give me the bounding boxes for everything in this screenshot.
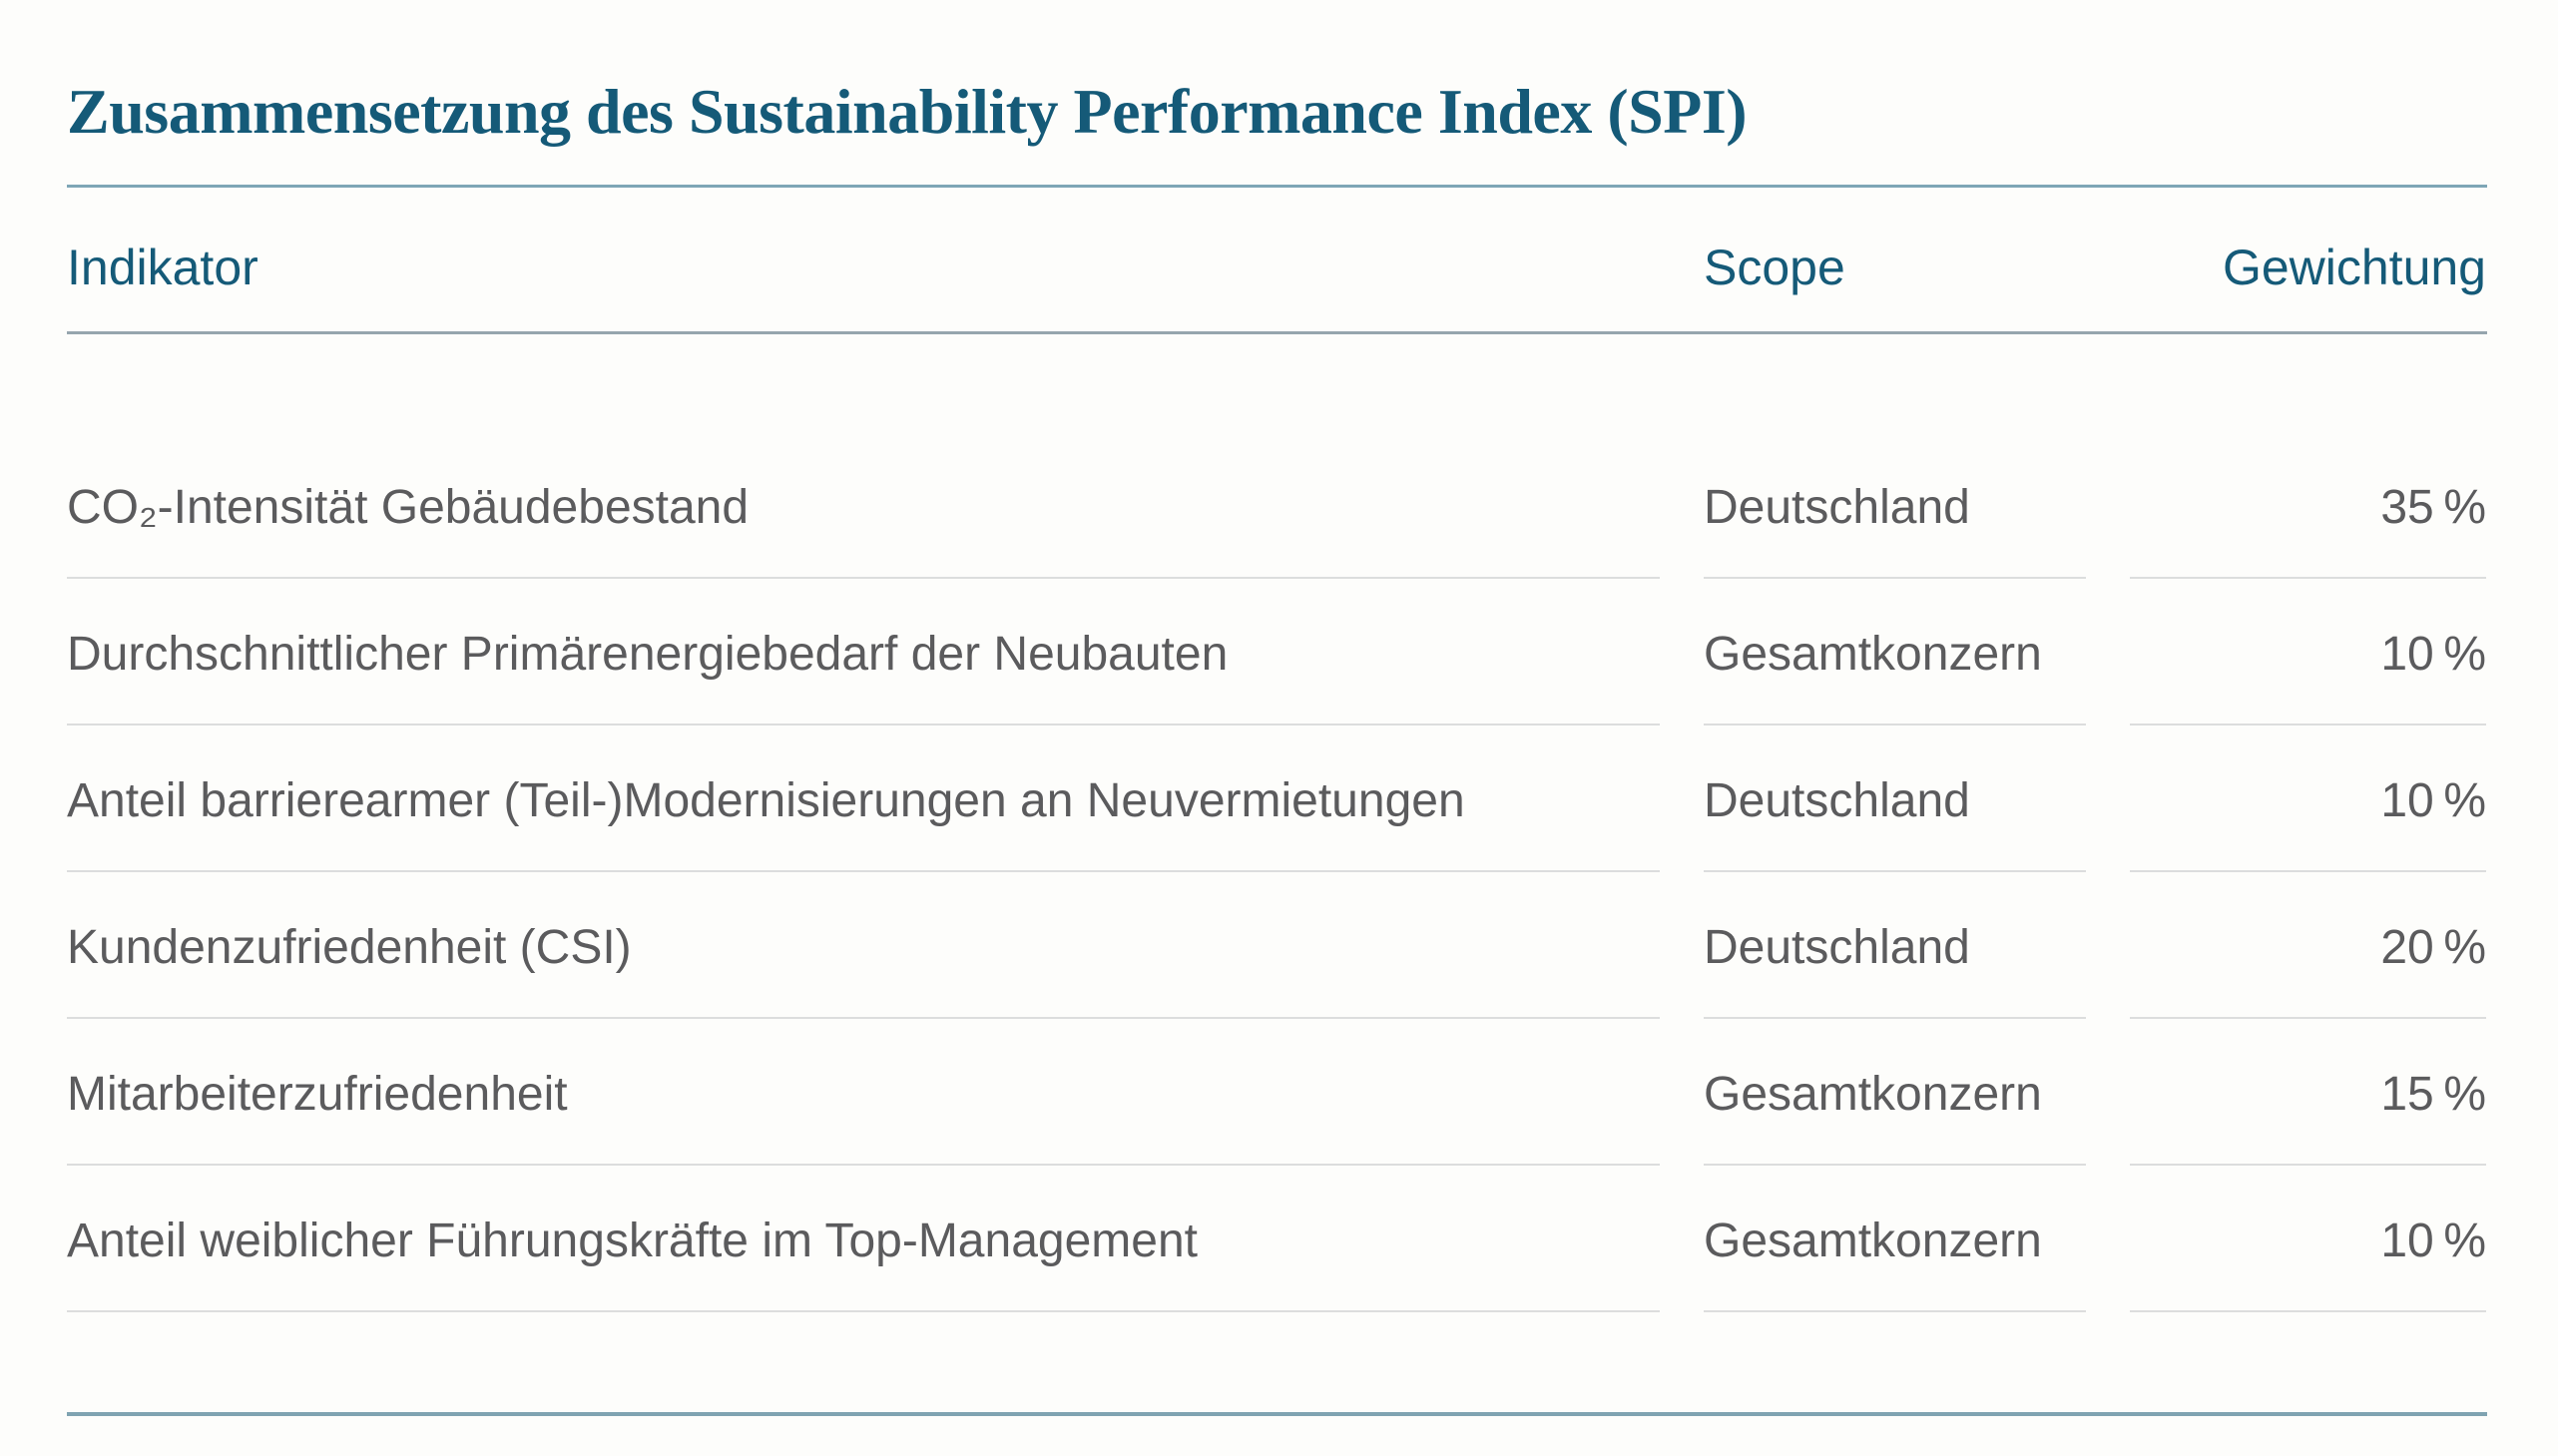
scope-cell: Gesamtkonzern <box>1704 1166 2086 1312</box>
table-row: Kundenzufriedenheit (CSI) Deutschland 20 % <box>67 872 2487 1019</box>
page-title: Zusammensetzung des Sustainability Perfo… <box>67 76 1748 147</box>
column-header-scope: Scope <box>1704 240 1845 295</box>
table-bottom-divider <box>67 1412 2487 1416</box>
gewichtung-cell: 15 % <box>2130 1019 2486 1166</box>
gewichtung-cell: 10 % <box>2130 579 2486 726</box>
gewichtung-cell: 20 % <box>2130 872 2486 1019</box>
scope-cell: Gesamtkonzern <box>1704 579 2086 726</box>
indikator-cell: Anteil weiblicher Führungskräfte im Top-… <box>67 1166 1660 1312</box>
gewichtung-cell: 10 % <box>2130 1166 2486 1312</box>
title-divider <box>67 185 2487 188</box>
column-header-gewichtung: Gewichtung <box>2222 240 2486 295</box>
spi-table: Indikator Scope Gewichtung CO₂-Intensitä… <box>67 240 2487 1312</box>
indikator-cell: Kundenzufriedenheit (CSI) <box>67 872 1660 1019</box>
table-header-row: Indikator Scope Gewichtung <box>67 240 2487 295</box>
table-row: CO₂-Intensität Gebäudebestand Deutschland… <box>67 334 2487 579</box>
scope-cell: Deutschland <box>1704 872 2086 1019</box>
gewichtung-cell: 35 % <box>2130 334 2486 579</box>
indikator-cell: CO₂-Intensität Gebäudebestand <box>67 334 1660 579</box>
header-divider <box>67 331 2487 334</box>
scope-cell: Deutschland <box>1704 334 2086 579</box>
scope-cell: Deutschland <box>1704 726 2086 872</box>
scope-cell: Gesamtkonzern <box>1704 1019 2086 1166</box>
table-row: Anteil barrierearmer (Teil-)Modernisieru… <box>67 726 2487 872</box>
indikator-cell: Mitarbeiterzufriedenheit <box>67 1019 1660 1166</box>
indikator-cell: Anteil barrierearmer (Teil-)Modernisieru… <box>67 726 1660 872</box>
table-row: Anteil weiblicher Führungskräfte im Top-… <box>67 1166 2487 1312</box>
column-header-indikator: Indikator <box>67 240 258 295</box>
table-body: CO₂-Intensität Gebäudebestand Deutschland… <box>67 334 2487 1312</box>
table-row: Mitarbeiterzufriedenheit Gesamtkonzern 15 … <box>67 1019 2487 1166</box>
indikator-cell: Durchschnittlicher Primärenergiebedarf d… <box>67 579 1660 726</box>
table-row: Durchschnittlicher Primärenergiebedarf d… <box>67 579 2487 726</box>
gewichtung-cell: 10 % <box>2130 726 2486 872</box>
